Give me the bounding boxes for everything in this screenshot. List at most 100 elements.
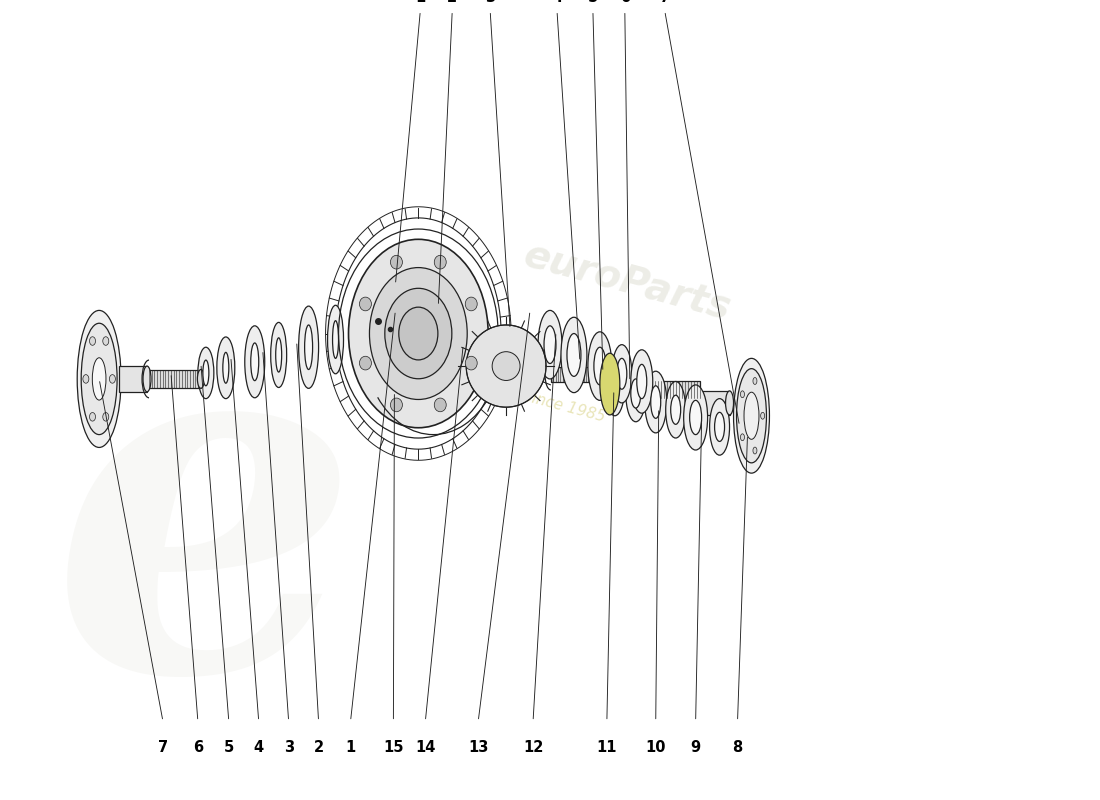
Ellipse shape <box>390 398 403 412</box>
Ellipse shape <box>587 332 612 400</box>
Ellipse shape <box>328 306 343 374</box>
Bar <box>462 354 493 374</box>
Text: 2: 2 <box>448 0 458 6</box>
Ellipse shape <box>349 239 488 428</box>
Text: 5: 5 <box>587 0 598 6</box>
Text: 9: 9 <box>691 740 701 755</box>
Ellipse shape <box>465 297 477 311</box>
Ellipse shape <box>630 350 652 413</box>
Ellipse shape <box>332 321 339 358</box>
Text: a passion for parts since 1985: a passion for parts since 1985 <box>381 350 607 425</box>
Ellipse shape <box>600 354 619 415</box>
Bar <box>119 366 147 392</box>
Text: 6: 6 <box>192 740 204 755</box>
Ellipse shape <box>666 382 685 438</box>
Ellipse shape <box>740 391 745 398</box>
Ellipse shape <box>740 434 745 441</box>
Ellipse shape <box>385 288 452 378</box>
Text: 10: 10 <box>646 740 666 755</box>
Ellipse shape <box>390 255 403 269</box>
Ellipse shape <box>370 267 468 399</box>
Bar <box>551 367 600 382</box>
Ellipse shape <box>597 367 603 382</box>
Ellipse shape <box>651 386 661 418</box>
Ellipse shape <box>81 323 117 434</box>
Ellipse shape <box>744 392 759 439</box>
Ellipse shape <box>605 356 625 416</box>
Ellipse shape <box>645 371 667 433</box>
Ellipse shape <box>561 318 587 393</box>
Bar <box>700 391 729 415</box>
Ellipse shape <box>271 322 287 387</box>
Text: 3: 3 <box>485 0 495 6</box>
Ellipse shape <box>726 391 734 415</box>
Text: 8: 8 <box>733 740 742 755</box>
Ellipse shape <box>752 378 757 384</box>
Text: 7: 7 <box>660 0 670 6</box>
Ellipse shape <box>566 334 581 376</box>
Ellipse shape <box>594 347 606 385</box>
Ellipse shape <box>305 325 312 370</box>
Ellipse shape <box>202 360 209 386</box>
Ellipse shape <box>197 370 205 388</box>
Ellipse shape <box>617 358 627 390</box>
Ellipse shape <box>399 307 438 360</box>
Ellipse shape <box>217 337 234 398</box>
Text: 12: 12 <box>522 740 543 755</box>
Text: 11: 11 <box>596 740 617 755</box>
Text: euroParts: euroParts <box>520 235 736 327</box>
Ellipse shape <box>671 395 681 424</box>
Ellipse shape <box>684 385 707 450</box>
Text: 1: 1 <box>415 0 426 6</box>
Ellipse shape <box>77 310 121 447</box>
Text: 4: 4 <box>552 0 562 6</box>
Ellipse shape <box>544 326 556 363</box>
Text: 1: 1 <box>345 740 355 755</box>
Ellipse shape <box>276 338 282 372</box>
Text: 4: 4 <box>254 740 264 755</box>
Ellipse shape <box>198 347 213 398</box>
Bar <box>654 381 700 398</box>
Text: 2: 2 <box>314 740 323 755</box>
Ellipse shape <box>752 447 757 454</box>
Text: 13: 13 <box>468 740 488 755</box>
Text: 15: 15 <box>383 740 404 755</box>
Ellipse shape <box>690 400 702 434</box>
Text: 7: 7 <box>158 740 168 755</box>
Ellipse shape <box>92 358 106 400</box>
Ellipse shape <box>612 345 631 403</box>
Ellipse shape <box>102 413 109 421</box>
Ellipse shape <box>360 356 372 370</box>
Ellipse shape <box>143 366 151 392</box>
Ellipse shape <box>360 297 372 311</box>
Text: e: e <box>52 301 361 771</box>
Ellipse shape <box>223 352 229 383</box>
Ellipse shape <box>734 358 769 473</box>
Text: 3: 3 <box>284 740 294 755</box>
Ellipse shape <box>245 326 265 398</box>
Ellipse shape <box>89 413 96 421</box>
Text: 14: 14 <box>415 740 436 755</box>
Ellipse shape <box>761 412 764 419</box>
Ellipse shape <box>710 398 729 455</box>
Ellipse shape <box>630 379 641 408</box>
Ellipse shape <box>492 352 520 381</box>
Ellipse shape <box>737 369 767 463</box>
Ellipse shape <box>109 374 116 383</box>
Ellipse shape <box>434 398 447 412</box>
Ellipse shape <box>465 356 477 370</box>
Ellipse shape <box>715 412 725 442</box>
Ellipse shape <box>298 306 319 388</box>
Text: 6: 6 <box>619 0 630 6</box>
Ellipse shape <box>538 310 562 379</box>
Ellipse shape <box>89 337 96 346</box>
Ellipse shape <box>466 325 546 407</box>
Ellipse shape <box>251 343 258 381</box>
Ellipse shape <box>82 374 89 383</box>
Bar <box>148 370 201 388</box>
Text: 5: 5 <box>223 740 234 755</box>
Ellipse shape <box>102 337 109 346</box>
Ellipse shape <box>434 255 447 269</box>
Ellipse shape <box>609 370 619 401</box>
Ellipse shape <box>626 366 646 422</box>
